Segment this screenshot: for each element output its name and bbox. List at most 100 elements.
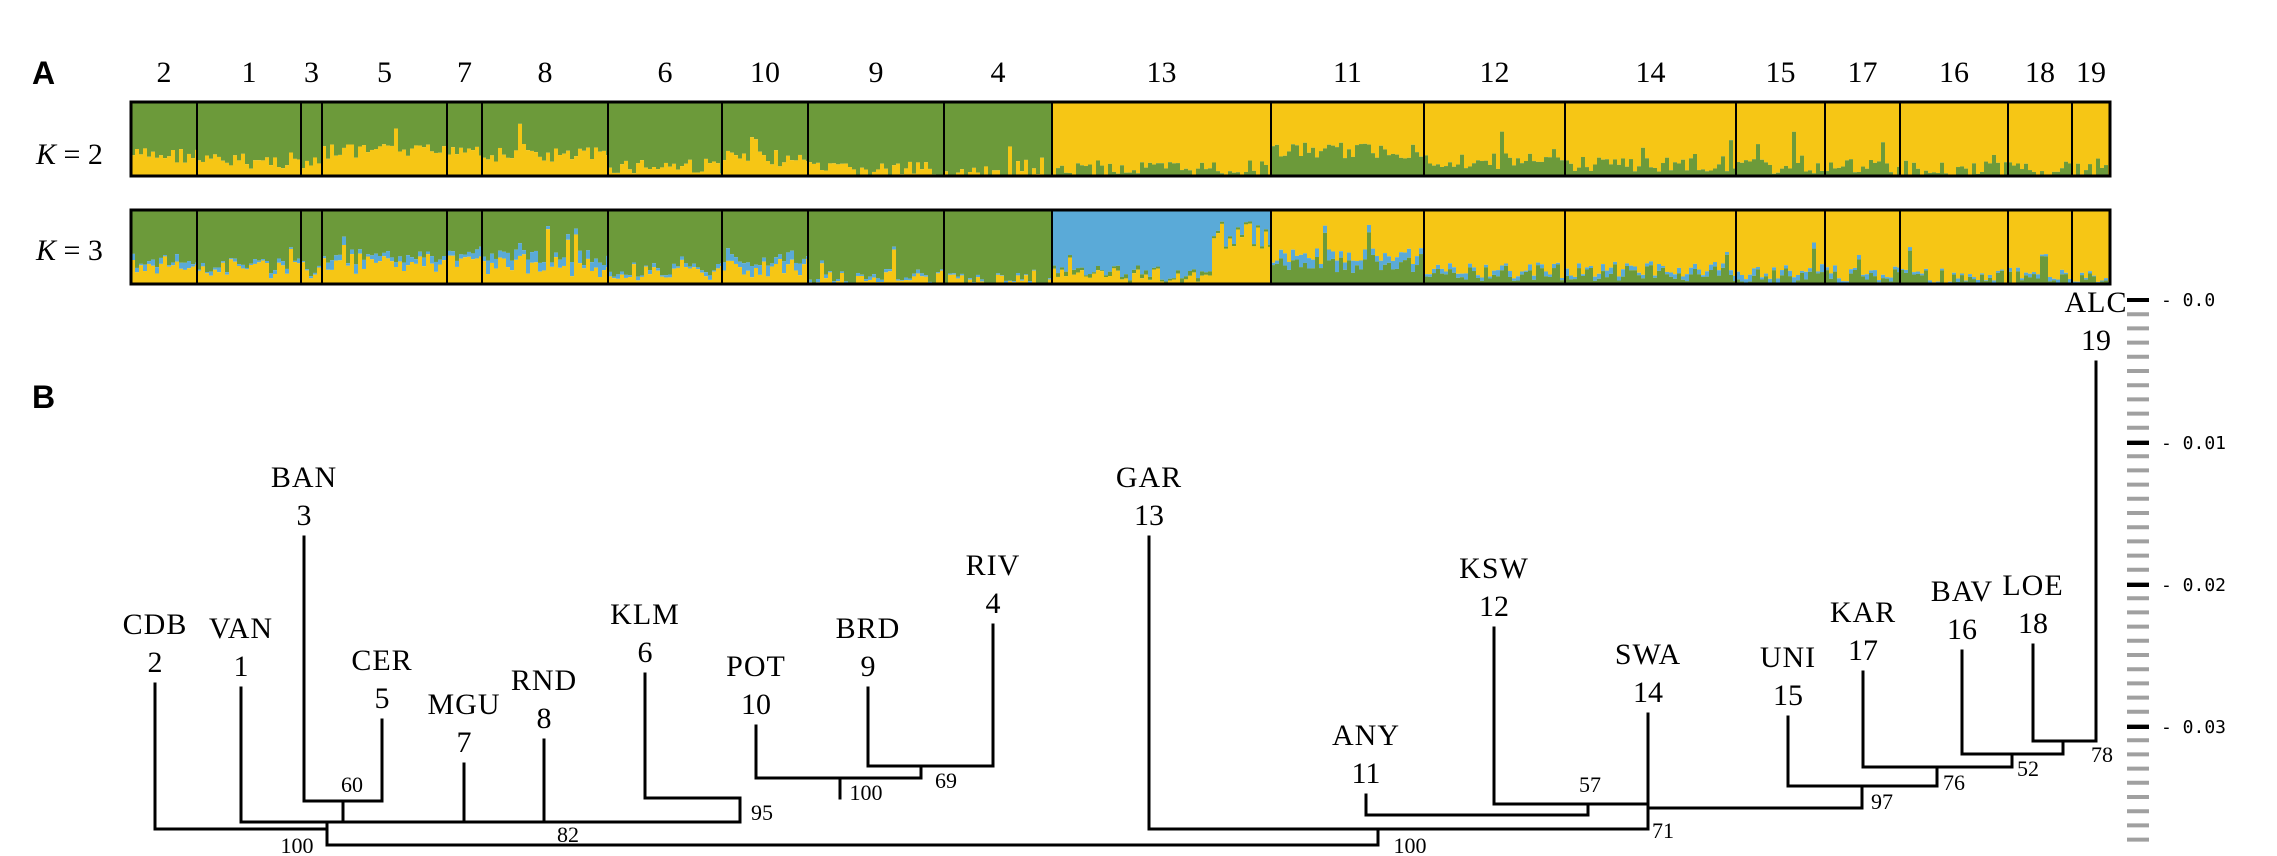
bar-segment <box>490 155 494 176</box>
bar-segment <box>1476 275 1480 278</box>
bar-segment <box>1637 166 1641 176</box>
tip-code-label: POT <box>726 650 786 683</box>
bar-segment <box>692 102 696 173</box>
bar-segment <box>261 102 265 161</box>
bar-segment <box>996 102 1000 171</box>
bar-segment <box>1476 160 1480 176</box>
bar-segment <box>766 210 770 266</box>
bar-segment <box>1228 171 1232 176</box>
bar-segment <box>1236 227 1240 230</box>
bar-segment <box>980 210 984 280</box>
bar-segment <box>1403 252 1407 261</box>
bar-segment <box>155 210 159 268</box>
bar-segment <box>1180 170 1184 176</box>
bar-segment <box>790 259 794 284</box>
bar-segment <box>684 263 688 268</box>
bar-segment <box>309 276 313 279</box>
bar-segment <box>1904 272 1908 284</box>
bar-segment <box>590 210 594 263</box>
bar-segment <box>301 168 305 176</box>
bar-segment <box>594 258 598 268</box>
bar-segment <box>1897 272 1900 284</box>
bar-segment <box>656 270 660 284</box>
bar-segment <box>2076 163 2080 176</box>
bar-segment <box>2076 102 2080 164</box>
bar-segment <box>510 158 514 176</box>
bar-segment <box>1940 268 1944 271</box>
bar-segment <box>1544 157 1548 176</box>
bar-segment <box>916 162 920 176</box>
bar-segment <box>530 252 534 263</box>
bar-segment <box>1208 271 1212 276</box>
bar-segment <box>297 102 301 160</box>
bar-segment <box>554 252 558 258</box>
bar-segment <box>261 160 265 176</box>
bar-segment <box>237 265 241 284</box>
bar-segment <box>762 210 766 258</box>
bar-segment <box>426 102 430 145</box>
bar-segment <box>1460 273 1464 278</box>
bar-segment <box>1116 270 1120 284</box>
bar-segment <box>1756 266 1760 270</box>
bar-segment <box>1825 210 1829 268</box>
bar-segment <box>322 258 326 284</box>
bar-segment <box>1000 210 1004 276</box>
bar-segment <box>510 210 514 261</box>
bar-segment <box>570 262 574 277</box>
bar-segment <box>884 210 888 270</box>
bar-segment <box>1168 162 1172 176</box>
bar-segment <box>1056 273 1060 277</box>
bar-segment <box>317 163 321 176</box>
bar-segment <box>1764 273 1768 277</box>
bar-segment <box>1504 263 1508 266</box>
bar-segment <box>1948 210 1952 282</box>
bar-segment <box>1752 210 1756 269</box>
bar-segment <box>1717 102 1721 165</box>
bar-segment <box>708 275 712 280</box>
bar-segment <box>1597 210 1601 274</box>
bar-segment <box>1391 210 1395 261</box>
bar-segment <box>582 268 586 284</box>
bar-segment <box>1028 102 1032 176</box>
bar-segment <box>406 265 410 284</box>
bar-segment <box>590 270 594 284</box>
bar-segment <box>1940 162 1944 176</box>
bar-segment <box>1808 170 1812 176</box>
bar-segment <box>1788 102 1792 169</box>
bar-segment <box>1355 261 1359 266</box>
bar-segment <box>872 102 876 172</box>
bar-segment <box>876 210 880 279</box>
bar-segment <box>1916 271 1920 274</box>
bar-segment <box>1299 102 1303 156</box>
bar-segment <box>1701 277 1705 284</box>
bar-segment <box>281 210 285 262</box>
bar-segment <box>1315 257 1319 284</box>
bar-segment <box>778 102 782 167</box>
bar-segment <box>920 273 924 277</box>
bar-segment <box>1371 254 1375 284</box>
bar-segment <box>1784 102 1788 166</box>
bar-segment <box>790 160 794 176</box>
bar-segment <box>1132 273 1136 284</box>
bar-segment <box>422 102 426 148</box>
bar-segment <box>370 149 374 176</box>
bar-segment <box>832 210 836 282</box>
bar-segment <box>750 137 754 176</box>
bar-segment <box>652 167 656 176</box>
bar-segment <box>135 210 139 268</box>
bar-segment <box>1988 274 1992 278</box>
bar-segment <box>880 102 884 164</box>
bar-segment <box>1932 210 1936 283</box>
bar-segment <box>1208 102 1212 169</box>
bar-segment <box>1148 279 1152 284</box>
bar-segment <box>976 274 980 278</box>
bar-segment <box>778 254 782 260</box>
bar-segment <box>1307 210 1311 259</box>
bar-segment <box>221 210 225 262</box>
bar-segment <box>612 102 616 173</box>
bar-segment <box>281 265 285 284</box>
bar-segment <box>1283 102 1287 156</box>
bar-segment <box>1581 210 1585 275</box>
bar-segment <box>1629 210 1633 266</box>
bar-segment <box>1256 227 1260 284</box>
